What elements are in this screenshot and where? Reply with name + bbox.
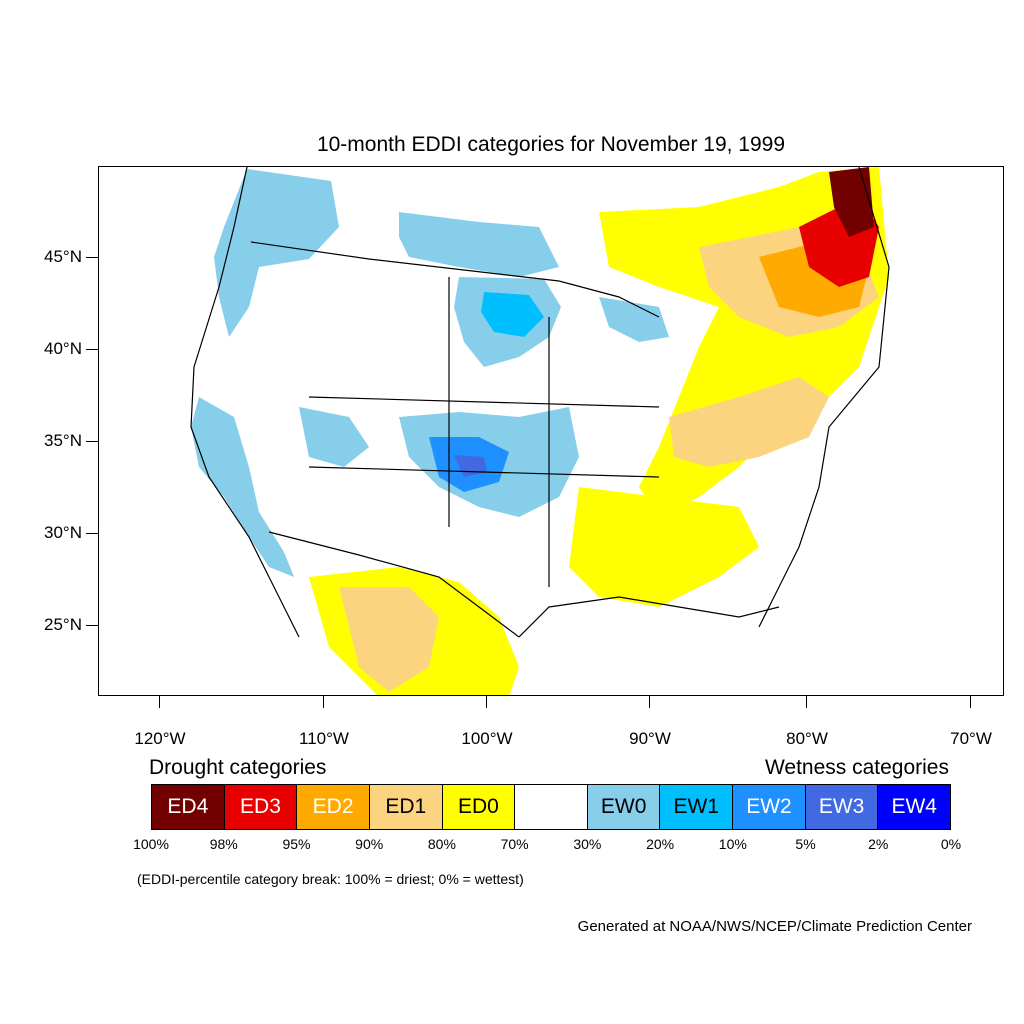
legend-break-label: 10% bbox=[718, 836, 747, 852]
dry-region-gulf-coast bbox=[569, 487, 759, 607]
legend-segment-ew1: EW1 bbox=[660, 785, 734, 829]
boundaries bbox=[190, 167, 890, 638]
wet-region-pacific-northwest bbox=[214, 169, 339, 337]
category-note: (EDDI-percentile category break: 100% = … bbox=[137, 871, 524, 887]
legend-break-label: 5% bbox=[795, 836, 816, 852]
state-line-southern bbox=[308, 466, 660, 478]
wetness-categories-heading: Wetness categories bbox=[764, 756, 949, 779]
wet-region-montana bbox=[399, 212, 559, 277]
us-mexico-border bbox=[268, 531, 520, 638]
gulf-coastline bbox=[518, 596, 780, 638]
lon-tick-110 bbox=[323, 696, 324, 708]
lon-tick-90 bbox=[649, 696, 650, 708]
drought-categories-heading: Drought categories bbox=[149, 756, 327, 779]
dry-region-mexico-ed1 bbox=[339, 587, 439, 692]
legend-break-label: 20% bbox=[646, 836, 675, 852]
lat-label-35: 35°N bbox=[44, 431, 82, 450]
legend-segment-ed3: ED3 bbox=[224, 785, 298, 829]
lon-label-100: 100°W bbox=[461, 729, 513, 748]
legend-break-label: 70% bbox=[500, 836, 529, 852]
lon-label-70: 70°W bbox=[950, 729, 992, 748]
lon-label-120: 120°W bbox=[134, 729, 186, 748]
us-canada-border bbox=[250, 241, 660, 318]
east-coastline bbox=[758, 167, 890, 628]
legend-segment-ed2: ED2 bbox=[297, 785, 370, 829]
drought-regions bbox=[309, 167, 889, 695]
legend-break-label: 98% bbox=[209, 836, 238, 852]
lat-label-25: 25°N bbox=[44, 615, 82, 634]
lon-tick-120 bbox=[159, 696, 160, 708]
legend-segment-ew2: EW2 bbox=[733, 785, 806, 829]
lon-tick-100 bbox=[486, 696, 487, 708]
legend-break-label: 30% bbox=[573, 836, 602, 852]
lat-tick-45 bbox=[86, 257, 98, 258]
legend-segment-ew0: EW0 bbox=[587, 785, 661, 829]
legend-segment-ed1: ED1 bbox=[369, 785, 443, 829]
legend-segment-ed4: ED4 bbox=[152, 785, 225, 829]
wet-region-dakotas-core bbox=[481, 292, 544, 337]
legend-segment-ew3: EW3 bbox=[805, 785, 879, 829]
lat-tick-35 bbox=[86, 441, 98, 442]
lon-label-110: 110°W bbox=[299, 729, 349, 748]
lat-tick-40 bbox=[86, 349, 98, 350]
lat-label-30: 30°N bbox=[44, 523, 82, 542]
category-legend-bar: ED4 ED3 ED2 ED1 ED0 EW0 EW1 EW2 EW3 EW4 bbox=[151, 784, 951, 830]
west-coastline bbox=[190, 167, 300, 638]
lat-label-45: 45°N bbox=[44, 247, 82, 266]
legend-break-label: 0% bbox=[940, 836, 962, 852]
legend-break-label: 2% bbox=[868, 836, 889, 852]
map-canvas bbox=[190, 167, 890, 695]
wet-region-west-coast bbox=[191, 397, 294, 577]
eddi-map bbox=[98, 166, 1004, 696]
dry-region-ohio-valley bbox=[669, 377, 829, 467]
legend-break-label: 95% bbox=[282, 836, 311, 852]
lon-label-90: 90°W bbox=[629, 729, 671, 748]
legend-break-label: 100% bbox=[133, 836, 169, 852]
lat-tick-25 bbox=[86, 625, 98, 626]
dry-region-quebec-ed4 bbox=[829, 167, 874, 237]
lat-label-40: 40°N bbox=[44, 339, 82, 358]
legend-segment-ew4: EW4 bbox=[878, 785, 951, 829]
lat-tick-30 bbox=[86, 533, 98, 534]
lon-tick-80 bbox=[806, 696, 807, 708]
wet-region-mountain bbox=[299, 407, 369, 467]
wet-region-great-lakes bbox=[599, 297, 669, 342]
legend-segment-ed0: ED0 bbox=[442, 785, 516, 829]
legend-segment-neutral bbox=[515, 785, 588, 829]
lon-tick-70 bbox=[970, 696, 971, 708]
legend-break-label: 90% bbox=[355, 836, 384, 852]
legend-break-label: 80% bbox=[427, 836, 456, 852]
credit-line: Generated at NOAA/NWS/NCEP/Climate Predi… bbox=[577, 918, 972, 935]
state-line-central bbox=[308, 396, 660, 408]
map-title: 10-month EDDI categories for November 19… bbox=[316, 133, 786, 156]
lon-label-80: 80°W bbox=[786, 729, 828, 748]
